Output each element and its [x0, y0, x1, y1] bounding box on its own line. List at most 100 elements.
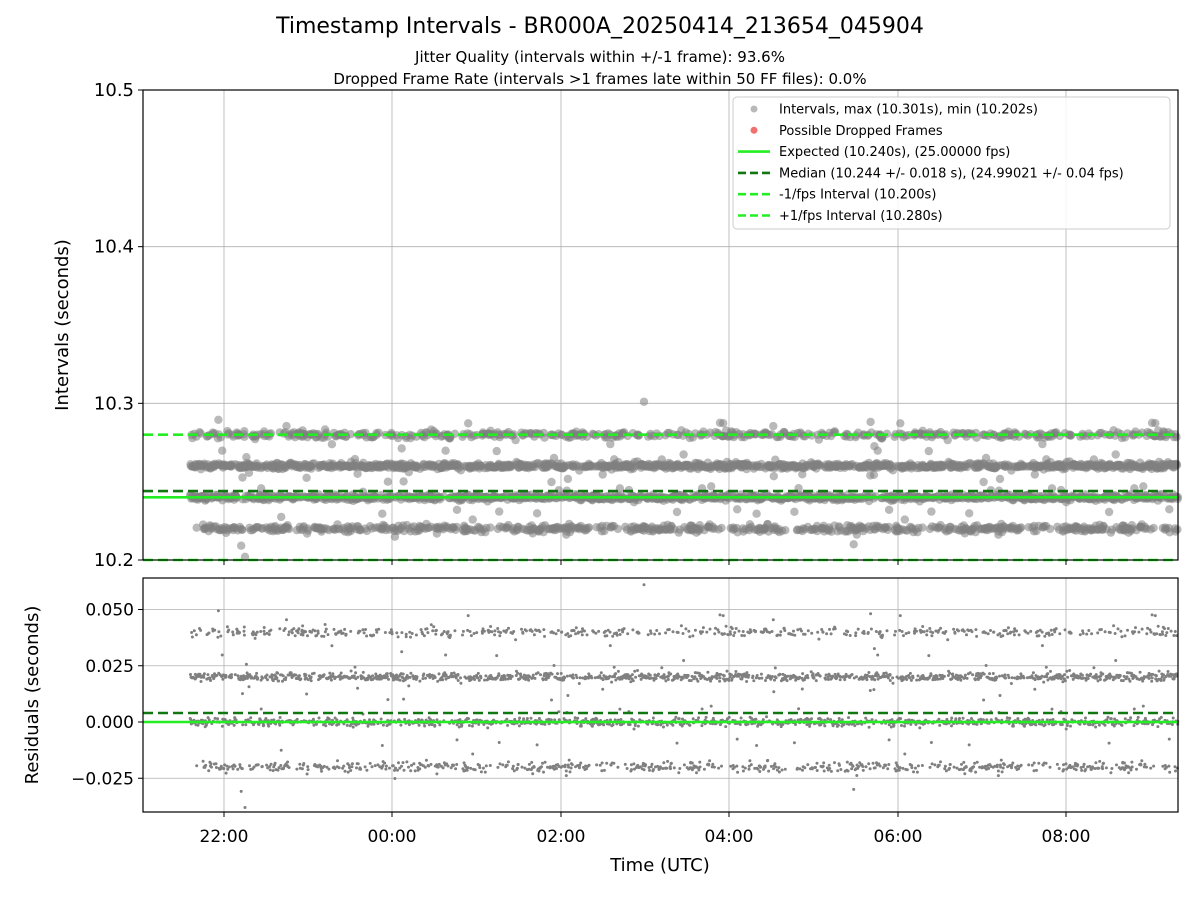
residual-point: [611, 723, 615, 727]
chart-title: Timestamp Intervals - BR000A_20250414_21…: [276, 14, 924, 39]
residual-point: [517, 724, 521, 728]
residual-point: [512, 630, 516, 633]
interval-point: [214, 415, 223, 424]
residual-point: [396, 635, 400, 639]
residual-point: [381, 723, 385, 727]
residual-point: [262, 723, 266, 727]
residual-point: [473, 768, 477, 772]
residual-point: [270, 674, 274, 678]
residual-point: [298, 762, 302, 766]
residual-point: [381, 764, 385, 768]
interval-point: [495, 507, 504, 516]
residual-point: [423, 765, 427, 769]
residual-point: [538, 630, 542, 634]
interval-point: [584, 523, 594, 532]
residual-point: [579, 761, 583, 765]
interval-point: [1045, 524, 1055, 534]
residual-point: [232, 723, 236, 727]
residual-point: [556, 629, 560, 632]
residual-point: [483, 678, 487, 682]
interval-point: [613, 524, 623, 534]
residual-point: [536, 671, 540, 675]
residual-point: [224, 771, 228, 775]
residual-point: [247, 685, 251, 689]
residual-point: [461, 633, 464, 637]
residual-point: [292, 627, 296, 631]
interval-point: [464, 419, 473, 428]
bottom-gridlines: [143, 578, 1178, 812]
residual-point: [520, 627, 523, 631]
residual-point: [398, 678, 402, 682]
residual-point: [238, 763, 242, 767]
interval-point: [547, 477, 556, 487]
residual-point: [527, 678, 531, 682]
residual-point: [299, 677, 303, 681]
residual-point: [550, 672, 554, 676]
residual-point: [444, 653, 448, 657]
residual-point: [498, 634, 502, 638]
residual-point: [521, 631, 525, 635]
residual-point: [432, 625, 436, 629]
interval-point: [1104, 507, 1114, 517]
residual-point: [241, 692, 244, 696]
residual-point: [433, 723, 437, 727]
residual-point: [241, 723, 245, 727]
interval-point: [1149, 523, 1158, 533]
residual-point: [220, 724, 224, 728]
residual-point: [484, 764, 488, 768]
residual-point: [301, 624, 305, 628]
residual-point: [605, 634, 609, 638]
residual-point: [478, 766, 482, 770]
residual-point: [604, 629, 607, 633]
residual-point: [573, 716, 577, 720]
residual-point: [515, 766, 519, 770]
residual-point: [454, 676, 458, 680]
residual-point: [542, 628, 546, 632]
interval-point: [492, 446, 501, 456]
residual-point: [532, 633, 536, 637]
residual-point: [236, 767, 240, 771]
residual-point: [326, 633, 330, 637]
residual-point: [242, 629, 246, 633]
residual-point: [256, 676, 260, 680]
residual-point: [334, 675, 338, 679]
residual-point: [386, 698, 390, 702]
residual-point: [199, 628, 203, 632]
residual-point: [254, 633, 258, 637]
residual-point: [209, 762, 213, 766]
residual-point: [271, 769, 275, 773]
residual-point: [608, 674, 612, 678]
residual-point: [459, 676, 462, 680]
residual-point: [305, 772, 309, 776]
residual-point: [410, 632, 414, 635]
residual-point: [600, 769, 604, 773]
residual-point: [595, 763, 599, 767]
legend-entry: Expected (10.240s), (25.00000 fps): [738, 145, 1010, 160]
residual-point: [279, 748, 283, 752]
residual-point: [441, 678, 445, 682]
residual-point: [431, 629, 435, 633]
residual-point: [255, 671, 259, 675]
residual-point: [189, 673, 192, 676]
residual-point: [486, 726, 490, 730]
residual-point: [402, 697, 406, 701]
residual-point: [552, 631, 555, 635]
residual-point: [584, 717, 588, 721]
residual-point: [424, 676, 427, 680]
interval-point: [238, 473, 247, 482]
residual-point: [579, 724, 583, 728]
residual-point: [550, 698, 553, 702]
residual-point: [472, 632, 476, 635]
residual-point: [239, 789, 243, 793]
residual-point: [349, 769, 353, 772]
interval-point: [378, 509, 387, 518]
residual-point: [327, 767, 331, 771]
residual-point: [238, 631, 241, 634]
residual-point: [219, 634, 223, 638]
interval-point: [896, 419, 905, 428]
residual-point: [324, 627, 328, 631]
legend-marker: [750, 126, 758, 134]
bottom-residual-points: [188, 583, 1180, 809]
residual-point: [213, 628, 217, 632]
residual-point: [522, 717, 526, 721]
